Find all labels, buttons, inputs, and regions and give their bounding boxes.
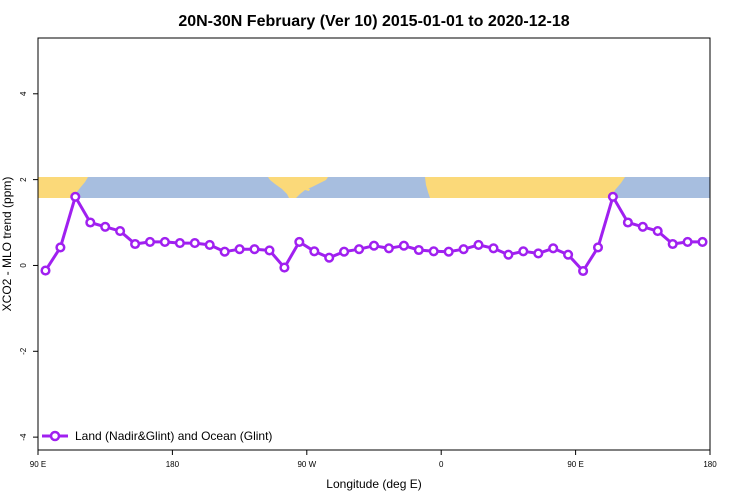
y-tick-label: -2: [19, 347, 28, 355]
data-point: [159, 236, 170, 247]
data-point: [428, 246, 439, 257]
y-axis-label: XCO2 - MLO trend (ppm): [0, 177, 14, 312]
data-point: [518, 246, 529, 257]
data-point: [85, 217, 96, 228]
data-point: [130, 238, 141, 250]
data-point: [652, 226, 663, 237]
data-point: [354, 244, 365, 255]
legend-marker: [49, 430, 61, 442]
data-point: [70, 191, 81, 202]
data-point: [667, 238, 678, 250]
chart-title: 20N-30N February (Ver 10) 2015-01-01 to …: [178, 13, 569, 30]
x-axis-label: Longitude (deg E): [326, 477, 421, 491]
data-point: [458, 244, 469, 255]
land-africa-asia: [425, 177, 625, 198]
data-point: [533, 248, 544, 259]
data-point: [339, 246, 350, 257]
x-tick-label: 90 W: [297, 460, 316, 469]
data-point: [115, 226, 126, 237]
data-point: [592, 242, 604, 253]
data-point: [324, 252, 335, 263]
data-point: [383, 243, 394, 254]
data-point: [637, 221, 648, 232]
data-point: [189, 238, 200, 249]
data-point: [607, 191, 618, 202]
data-point: [174, 238, 185, 249]
data-point: [368, 240, 380, 251]
x-tick-label: 90 E: [30, 460, 46, 469]
data-point: [264, 245, 275, 256]
series-layer: [40, 191, 708, 277]
data-point: [204, 239, 215, 250]
data-point: [55, 242, 66, 253]
y-axis: -4 -2 0 2 4: [19, 91, 38, 441]
data-point: [234, 244, 245, 255]
data-point: [578, 265, 589, 277]
x-tick-label: 180: [166, 460, 180, 469]
x-tick-label: 180: [703, 460, 717, 469]
legend: Land (Nadir&Glint) and Ocean (Glint): [42, 429, 272, 443]
y-tick-label: 0: [19, 263, 28, 268]
series-line: [44, 195, 703, 273]
y-tick-label: 2: [19, 177, 28, 182]
data-point: [473, 239, 484, 250]
data-point: [100, 221, 111, 232]
data-point: [548, 243, 559, 254]
data-point: [144, 236, 156, 247]
data-point: [622, 217, 633, 228]
x-axis: 90 E 180 90 W 0 90 E 180: [30, 450, 717, 469]
data-point: [294, 236, 305, 247]
legend-label: Land (Nadir&Glint) and Ocean (Glint): [75, 429, 272, 443]
land-north-america: [268, 177, 328, 198]
plot-area-frame: [37, 37, 711, 451]
data-point: [398, 240, 409, 251]
world-map-strip: [38, 177, 710, 198]
data-point: [219, 246, 230, 257]
data-point: [563, 249, 574, 260]
x-tick-label: 90 E: [567, 460, 583, 469]
data-point: [443, 246, 454, 257]
data-point: [309, 246, 320, 257]
land-caribbean: [305, 188, 310, 191]
data-point: [488, 243, 499, 254]
data-point: [503, 249, 514, 260]
y-tick-label: -4: [19, 433, 28, 441]
data-point: [40, 265, 51, 276]
x-tick-label: 0: [439, 460, 444, 469]
data-point: [682, 236, 693, 247]
data-point: [697, 236, 708, 247]
data-point: [249, 244, 260, 255]
data-point: [279, 262, 290, 273]
data-point: [413, 244, 424, 256]
y-tick-label: 4: [19, 91, 28, 96]
